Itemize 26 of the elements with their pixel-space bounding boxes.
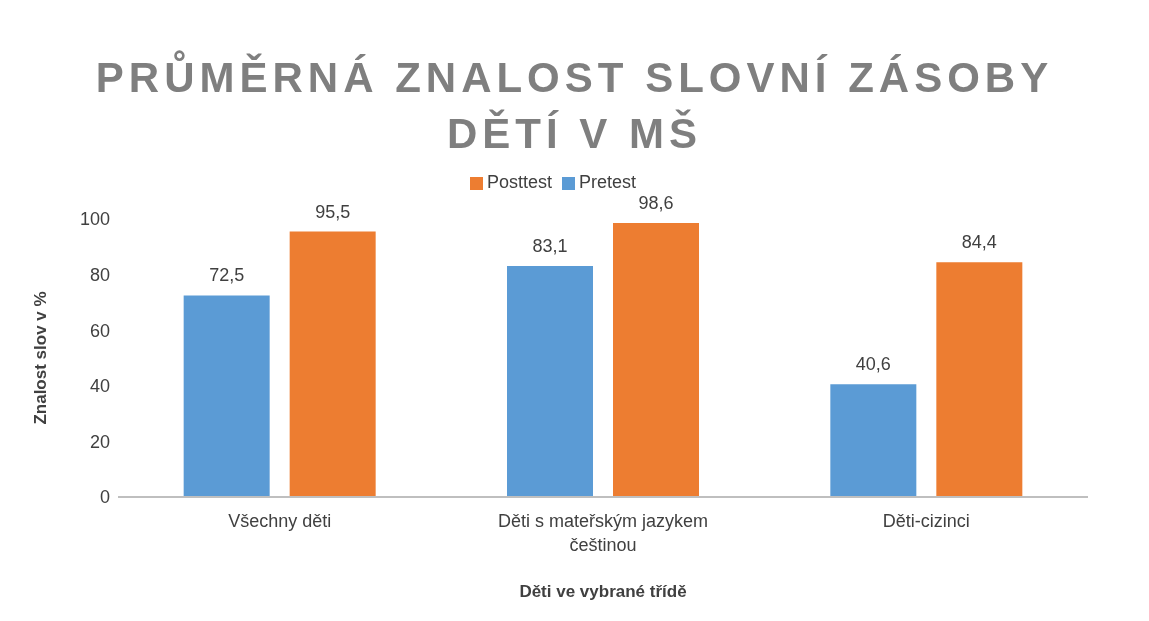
- x-tick-label: Děti s mateřským jazykem češtinou: [497, 511, 709, 555]
- y-tick-label: 60: [89, 320, 110, 341]
- legend-label: Posttest: [486, 172, 552, 192]
- y-tick-label: 0: [99, 487, 110, 508]
- data-label: 84,4: [961, 232, 997, 253]
- y-axis-title: Znalost slov v %: [31, 291, 51, 425]
- data-label: 83,1: [532, 235, 568, 256]
- bar: [507, 265, 593, 497]
- bar: [183, 295, 270, 497]
- data-label: 98,6: [638, 192, 674, 213]
- data-label: 95,5: [315, 201, 351, 222]
- bar: [830, 384, 917, 497]
- bar: [936, 262, 1023, 497]
- data-label: 72,5: [209, 265, 245, 286]
- data-label: 40,6: [855, 354, 891, 375]
- y-tick-label: 100: [79, 209, 110, 230]
- x-tick-label: Všechny děti: [228, 511, 332, 531]
- chart-title: PRŮMĚRNÁ ZNALOST SLOVNÍ ZÁSOBY DĚTÍ V MŠ: [94, 49, 1055, 159]
- bar: [613, 222, 699, 497]
- x-axis-title: Děti ve vybrané třídě: [519, 582, 687, 601]
- y-tick-label: 80: [89, 264, 110, 285]
- bar: [289, 231, 376, 497]
- y-tick-label: 40: [89, 376, 110, 397]
- legend-label: Pretest: [579, 172, 637, 192]
- y-tick-label: 20: [89, 431, 110, 452]
- x-tick-label: Děti-cizinci: [882, 511, 970, 531]
